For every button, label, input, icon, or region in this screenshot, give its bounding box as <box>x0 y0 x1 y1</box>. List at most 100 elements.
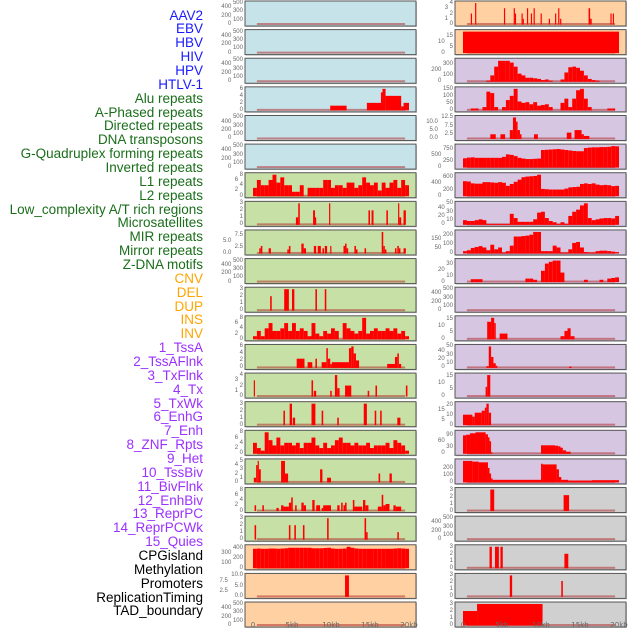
coverage-bar <box>521 75 526 82</box>
coverage-bar <box>541 211 545 225</box>
coverage-bar <box>494 223 499 225</box>
coverage-bar <box>291 497 293 512</box>
coverage-bar <box>311 437 316 454</box>
y-tick-label: 20 <box>446 401 453 408</box>
coverage-bar <box>253 187 257 197</box>
coverage-bar <box>595 147 600 168</box>
coverage-bar <box>281 505 284 512</box>
y-tick-label: 100 <box>232 159 243 166</box>
y-tick-label: 4 <box>239 439 243 446</box>
coverage-bar <box>366 442 370 454</box>
panel-background <box>244 286 417 313</box>
coverage-bar <box>334 375 338 397</box>
y-tick-label: 0 <box>449 249 453 256</box>
coverage-bar <box>482 220 487 225</box>
baseline <box>466 366 616 369</box>
y-tick-label: 2 <box>239 382 243 389</box>
y-tick-label: 600 <box>442 174 453 181</box>
coverage-bar <box>574 130 582 139</box>
coverage-bar <box>397 548 402 569</box>
coverage-bar <box>558 446 561 454</box>
coverage-bar <box>502 252 506 254</box>
y-tick-label: 3 <box>234 377 239 384</box>
panel-background <box>454 0 627 27</box>
coverage-bar <box>280 328 285 340</box>
coverage-bar <box>502 182 506 197</box>
coverage-bar <box>403 102 409 111</box>
y-tick-label: 2 <box>239 293 243 300</box>
x-tick-label: 15kb <box>361 621 379 629</box>
coverage-bar <box>583 75 588 82</box>
y-tick-label: 3 <box>239 286 243 293</box>
coverage-bar <box>478 157 483 168</box>
coverage-bar <box>490 134 496 139</box>
y-tick-label: 0 <box>227 278 232 285</box>
y-tick-label: 200 <box>221 613 232 620</box>
y-tick-label: 3 <box>239 200 243 207</box>
coverage-bar <box>260 245 263 254</box>
coverage-bar <box>470 220 475 225</box>
coverage-bar <box>385 548 390 569</box>
track-label: Microsatellites <box>117 215 203 231</box>
coverage-bar <box>587 183 592 197</box>
coverage-bar <box>576 90 580 111</box>
coverage-bar <box>568 187 573 197</box>
y-tick-label: 10 <box>446 272 453 279</box>
coverage-bar <box>607 108 612 111</box>
coverage-bar <box>463 158 467 168</box>
coverage-bar <box>307 362 313 368</box>
y-tick-label: 5.0 <box>429 127 438 134</box>
coverage-bar <box>466 157 471 168</box>
coverage-bar <box>292 191 296 197</box>
coverage-bar <box>463 220 467 225</box>
coverage-bar <box>380 92 383 111</box>
baseline <box>256 595 406 598</box>
coverage-bar <box>260 450 265 454</box>
coverage-bar <box>312 500 315 512</box>
coverage-bar <box>576 67 580 82</box>
coverage-bar <box>599 279 604 283</box>
track-label: Methylation <box>133 561 203 577</box>
coverage-bar <box>334 440 339 454</box>
coverage-bar <box>537 78 541 82</box>
coverage-bar <box>481 410 485 426</box>
coverage-bar <box>529 159 534 168</box>
coverage-bar <box>272 330 277 340</box>
coverage-bar <box>581 134 584 139</box>
y-tick-label: 0 <box>239 393 243 400</box>
coverage-bar <box>587 252 592 254</box>
baseline <box>256 137 406 140</box>
coverage-bar <box>491 356 494 368</box>
panel-background <box>454 343 627 370</box>
coverage-bar <box>270 296 272 311</box>
coverage-bar <box>529 176 534 197</box>
coverage-bar <box>509 575 513 597</box>
coverage-bar <box>403 210 406 225</box>
coverage-bar <box>262 505 264 512</box>
coverage-bar <box>256 448 261 454</box>
y-tick-label: 300 <box>232 122 243 129</box>
y-tick-label: 1 <box>239 474 243 481</box>
coverage-bar <box>311 380 314 397</box>
panel-background <box>454 544 627 571</box>
coverage-bar <box>498 182 502 197</box>
y-tick-label: 0 <box>449 507 453 514</box>
baseline <box>466 509 616 512</box>
coverage-bar <box>599 218 604 225</box>
coverage-bar <box>371 210 374 225</box>
coverage-bar <box>576 242 580 254</box>
coverage-bar <box>517 236 522 254</box>
track-panel <box>454 258 627 285</box>
coverage-bar <box>587 147 592 168</box>
coverage-bar <box>260 548 265 569</box>
coverage-bar <box>385 187 390 197</box>
coverage-bar <box>486 250 491 254</box>
coverage-bar <box>599 147 604 168</box>
coverage-bar <box>323 179 328 197</box>
coverage-bar <box>284 323 289 340</box>
coverage-bar <box>405 548 409 569</box>
y-tick-label: 30 <box>446 351 453 358</box>
coverage-bar <box>607 185 612 197</box>
y-tick-label: 8 <box>239 429 243 436</box>
coverage-bar <box>591 480 619 483</box>
